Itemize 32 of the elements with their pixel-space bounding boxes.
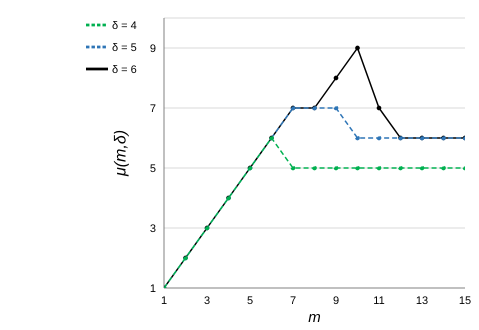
y-tick-label: 7 — [150, 102, 156, 115]
point — [376, 106, 382, 110]
x-tick-label: 5 — [246, 294, 254, 307]
point — [376, 136, 382, 140]
point — [376, 166, 382, 170]
point — [355, 166, 360, 170]
legend-label: δ = 5 — [112, 42, 137, 54]
point — [290, 166, 296, 170]
point — [312, 166, 317, 170]
y-axis-title: μ(m,δ) — [112, 130, 130, 178]
point — [420, 166, 424, 170]
point — [355, 136, 360, 140]
x-tick-label: 15 — [458, 294, 472, 307]
x-tick-label: 3 — [204, 294, 210, 307]
x-tick-label: 11 — [373, 294, 385, 307]
x-tick-label: 7 — [290, 294, 296, 307]
x-tick-label: 13 — [416, 294, 428, 307]
legend-label: δ = 4 — [112, 20, 137, 32]
x-axis-title: m — [308, 309, 321, 326]
y-tick-label: 1 — [150, 282, 156, 295]
point — [355, 46, 360, 50]
y-tick-label: 9 — [150, 42, 156, 55]
point — [334, 76, 338, 80]
point — [441, 166, 446, 170]
x-tick-label: 1 — [160, 294, 168, 307]
point — [334, 106, 338, 110]
y-tick-label: 3 — [150, 222, 156, 235]
point — [334, 166, 338, 170]
y-tick-label: 5 — [150, 162, 156, 175]
point — [398, 166, 403, 170]
x-tick-label: 9 — [332, 294, 340, 307]
legend-label: δ = 6 — [112, 64, 137, 76]
